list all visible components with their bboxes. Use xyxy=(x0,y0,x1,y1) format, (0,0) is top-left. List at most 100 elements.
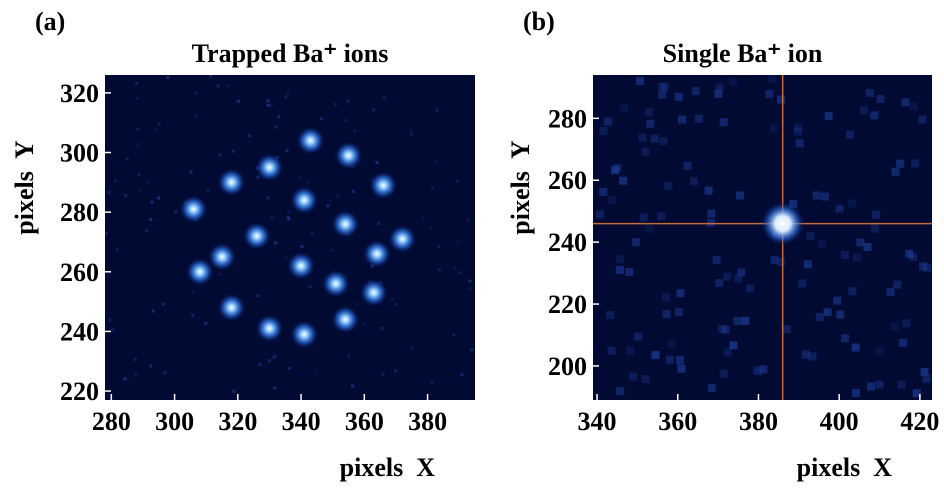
noise-pixel xyxy=(455,179,459,183)
noise-pixel xyxy=(287,217,291,221)
noise-pixel xyxy=(840,250,849,259)
noise-pixel xyxy=(641,375,650,384)
noise-pixel xyxy=(308,285,312,289)
noise-pixel xyxy=(754,367,763,376)
noise-pixel xyxy=(719,117,728,126)
noise-pixel xyxy=(902,319,911,328)
noise-pixel xyxy=(789,199,798,208)
noise-pixel xyxy=(125,157,129,161)
noise-pixel xyxy=(641,147,650,156)
noise-pixel xyxy=(638,133,647,142)
noise-pixel xyxy=(707,209,716,218)
noise-pixel xyxy=(288,366,292,370)
y-tick-label: 240 xyxy=(548,228,587,257)
noise-pixel xyxy=(893,280,902,289)
noise-pixel xyxy=(677,364,686,373)
noise-pixel xyxy=(266,103,270,107)
noise-pixel xyxy=(457,271,461,275)
y-tick-label: 280 xyxy=(60,198,99,227)
noise-pixel xyxy=(870,111,879,120)
noise-pixel xyxy=(745,284,754,293)
noise-pixel xyxy=(599,127,608,136)
noise-pixel xyxy=(794,127,803,136)
noise-pixel xyxy=(691,87,700,96)
ion xyxy=(287,251,316,280)
noise-pixel xyxy=(113,179,117,183)
noise-pixel xyxy=(871,224,880,233)
x-tick-label: 320 xyxy=(218,407,257,436)
noise-pixel xyxy=(468,287,472,291)
noise-pixel xyxy=(607,196,616,205)
noise-pixel xyxy=(777,257,786,266)
noise-pixel xyxy=(735,191,744,200)
noise-pixel xyxy=(346,99,350,103)
noise-pixel xyxy=(355,302,359,306)
noise-pixel xyxy=(272,355,276,359)
ion xyxy=(208,242,237,271)
noise-pixel xyxy=(616,387,625,396)
noise-pixel xyxy=(256,175,260,179)
noise-pixel xyxy=(769,124,778,133)
noise-pixel xyxy=(675,356,684,365)
noise-pixel xyxy=(607,346,616,355)
noise-pixel xyxy=(833,296,842,305)
noise-pixel xyxy=(267,359,271,363)
noise-pixel xyxy=(133,357,137,361)
y-tick-label: 220 xyxy=(60,377,99,406)
noise-pixel xyxy=(457,240,461,244)
noise-pixel xyxy=(793,123,802,132)
y-tick-label: 280 xyxy=(548,104,587,133)
noise-pixel xyxy=(865,88,874,97)
noise-pixel xyxy=(847,199,856,208)
y-tick-label: 200 xyxy=(548,352,587,381)
noise-pixel xyxy=(298,176,302,180)
noise-pixel xyxy=(801,350,810,359)
noise-pixel xyxy=(909,102,918,111)
panel-label: (a) xyxy=(35,7,65,36)
noise-pixel xyxy=(174,209,178,213)
noise-pixel xyxy=(599,187,608,196)
noise-pixel xyxy=(704,186,713,195)
noise-pixel xyxy=(859,106,868,115)
noise-pixel xyxy=(460,373,464,377)
noise-pixel xyxy=(382,96,386,100)
noise-pixel xyxy=(286,216,290,220)
noise-pixel xyxy=(817,239,826,248)
noise-pixel xyxy=(330,248,334,252)
noise-pixel xyxy=(661,293,670,302)
x-tick-label: 420 xyxy=(900,407,939,436)
noise-pixel xyxy=(277,115,281,119)
noise-pixel xyxy=(310,231,314,235)
chart-title: Single Ba⁺ ion xyxy=(663,39,823,68)
noise-pixel xyxy=(752,366,761,375)
noise-pixel xyxy=(266,99,270,103)
noise-pixel xyxy=(195,114,199,118)
y-tick-label: 220 xyxy=(548,290,587,319)
noise-pixel xyxy=(394,302,398,306)
noise-pixel xyxy=(468,279,472,283)
noise-pixel xyxy=(912,389,921,398)
noise-pixel xyxy=(216,84,220,88)
noise-pixel xyxy=(765,89,774,98)
noise-pixel xyxy=(314,369,318,373)
x-tick-label: 360 xyxy=(658,407,697,436)
chart-title: Trapped Ba⁺ ions xyxy=(192,39,389,68)
ion xyxy=(359,278,388,307)
noise-pixel xyxy=(156,196,160,200)
noise-pixel xyxy=(626,346,635,355)
noise-pixel xyxy=(435,108,439,112)
noise-pixel xyxy=(136,127,140,131)
noise-pixel xyxy=(812,191,821,200)
x-tick-label: 300 xyxy=(155,407,194,436)
noise-pixel xyxy=(166,75,170,79)
noise-pixel xyxy=(645,108,654,117)
noise-pixel xyxy=(841,334,850,343)
noise-pixel xyxy=(409,132,413,136)
noise-pixel xyxy=(651,351,660,360)
noise-pixel xyxy=(123,193,127,197)
noise-pixel xyxy=(719,369,728,378)
noise-pixel xyxy=(372,108,376,112)
noise-pixel xyxy=(381,372,385,376)
x-tick-label: 340 xyxy=(282,407,321,436)
